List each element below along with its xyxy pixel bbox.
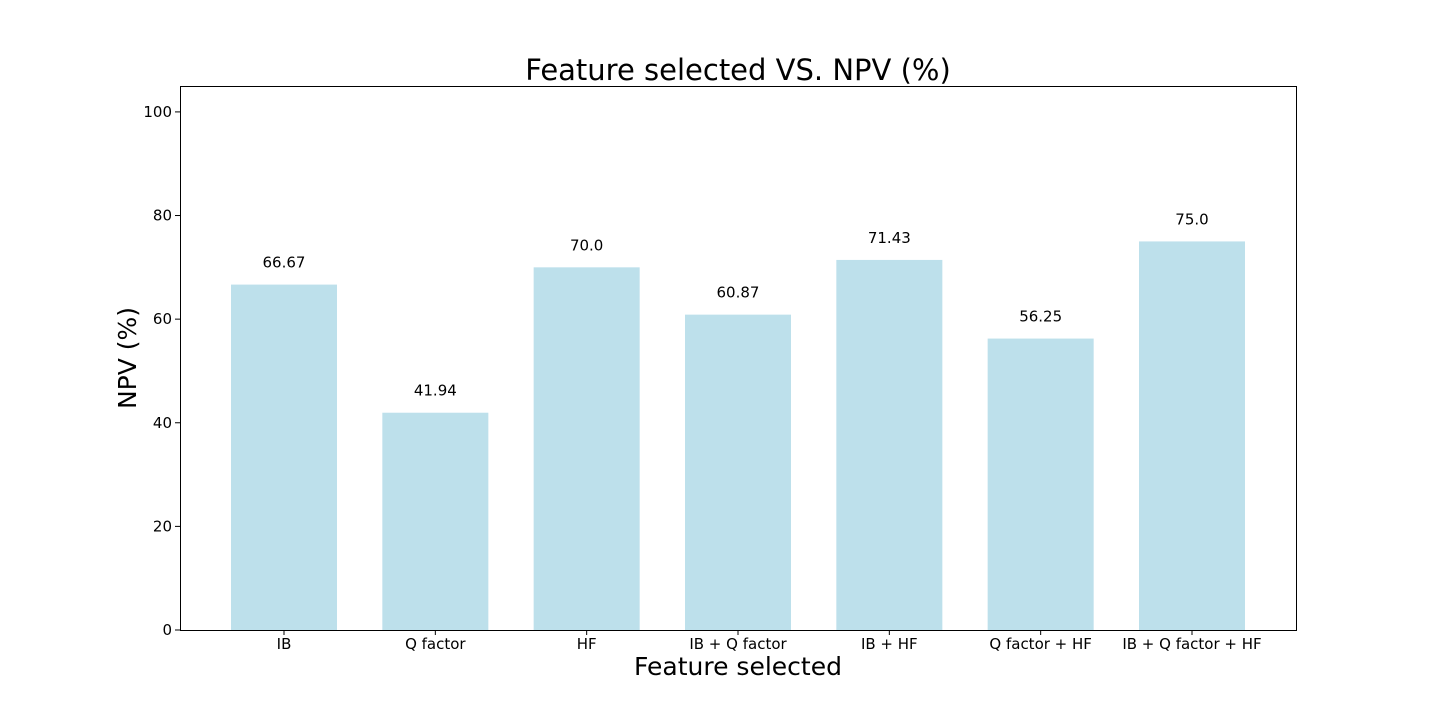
y-axis: 0 20 40 60 80 100 xyxy=(143,103,180,639)
bar xyxy=(231,284,337,630)
bar-value-label: 60.87 xyxy=(717,284,760,302)
bar-value-label: 41.94 xyxy=(414,382,457,400)
bar xyxy=(987,338,1094,630)
data-labels: 66.67 41.94 70.0 60.87 71.43 56.25 75.0 xyxy=(263,210,1209,399)
y-axis-label: NPV (%) xyxy=(113,307,142,409)
x-axis: IB Q factor HF IB + Q factor IB + HF Q factor… xyxy=(277,630,1262,653)
y-tick-label: 20 xyxy=(153,517,172,535)
y-tick-label: 100 xyxy=(143,103,172,121)
x-axis-label: Feature selected xyxy=(634,652,842,681)
bar xyxy=(533,267,640,630)
bar-value-label: 70.0 xyxy=(570,236,603,254)
bar xyxy=(1139,241,1245,630)
x-tick-label: IB + Q factor + HF xyxy=(1122,635,1261,653)
bar xyxy=(382,412,489,630)
bar xyxy=(685,314,791,630)
chart-title: Feature selected VS. NPV (%) xyxy=(525,53,951,87)
x-tick-label: IB + HF xyxy=(861,635,918,653)
y-tick-label: 40 xyxy=(153,414,172,432)
bars-layer xyxy=(231,241,1245,630)
bar-value-label: 71.43 xyxy=(868,229,911,247)
bar-value-label: 56.25 xyxy=(1019,308,1062,326)
y-tick-label: 0 xyxy=(162,621,172,639)
bar-value-label: 75.0 xyxy=(1175,210,1208,228)
bar-value-label: 66.67 xyxy=(263,254,306,272)
y-tick-label: 60 xyxy=(153,310,172,328)
x-tick-label: IB xyxy=(277,635,292,653)
y-tick-label: 80 xyxy=(153,207,172,225)
x-tick-label: HF xyxy=(577,635,597,653)
x-tick-label: Q factor + HF xyxy=(989,635,1092,653)
bar xyxy=(836,259,943,630)
x-tick-label: IB + Q factor xyxy=(689,635,787,653)
x-tick-label: Q factor xyxy=(405,635,466,653)
